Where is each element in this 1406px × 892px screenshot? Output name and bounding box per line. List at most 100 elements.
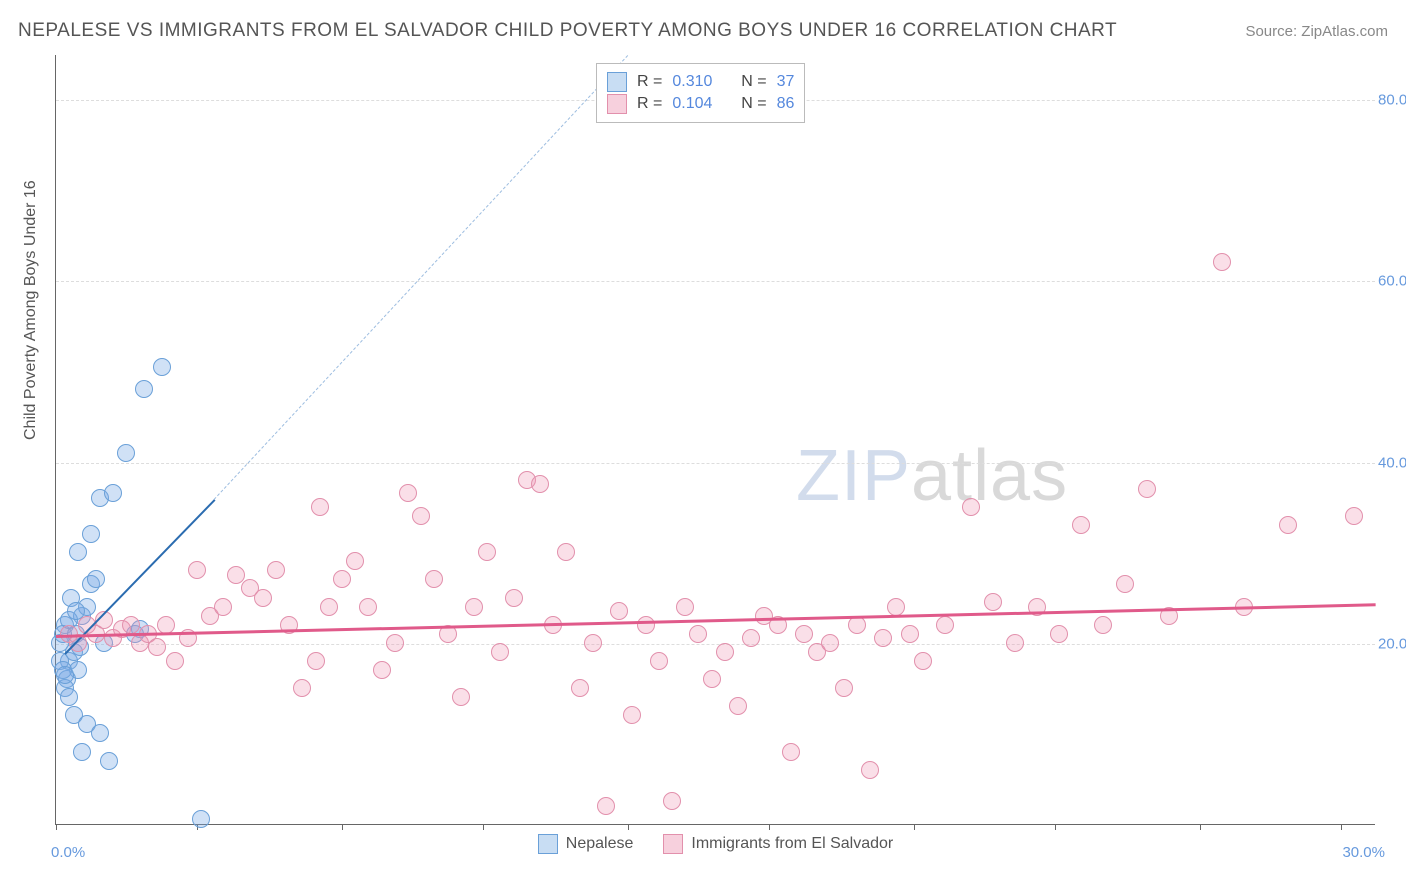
x-tick-mark xyxy=(769,824,770,830)
scatter-point xyxy=(861,761,879,779)
scatter-point xyxy=(452,688,470,706)
x-tick-mark xyxy=(1055,824,1056,830)
scatter-point xyxy=(782,743,800,761)
scatter-point xyxy=(359,598,377,616)
legend-label-0: Nepalese xyxy=(566,835,634,853)
x-tick-mark xyxy=(914,824,915,830)
y-tick-label: 40.0% xyxy=(1378,454,1406,471)
trend-line xyxy=(56,603,1376,637)
scatter-point xyxy=(795,625,813,643)
scatter-point xyxy=(399,484,417,502)
scatter-point xyxy=(82,525,100,543)
scatter-point xyxy=(412,507,430,525)
scatter-point xyxy=(135,380,153,398)
scatter-point xyxy=(874,629,892,647)
n-value-1: 86 xyxy=(777,95,795,113)
scatter-point xyxy=(650,652,668,670)
scatter-point xyxy=(821,634,839,652)
scatter-point xyxy=(311,498,329,516)
scatter-point xyxy=(637,616,655,634)
scatter-point xyxy=(293,679,311,697)
scatter-point xyxy=(1072,516,1090,534)
y-axis-label: Child Poverty Among Boys Under 16 xyxy=(22,180,40,440)
scatter-point xyxy=(122,616,140,634)
scatter-point xyxy=(91,724,109,742)
trend-line-dashed xyxy=(214,55,628,500)
scatter-point xyxy=(887,598,905,616)
chart-plot-area: ZIPatlas 20.0%40.0%60.0%80.0% R = 0.310 … xyxy=(55,55,1375,825)
r-label-0: R = xyxy=(637,73,662,91)
scatter-point xyxy=(465,598,483,616)
x-tick-mark xyxy=(342,824,343,830)
watermark-zip: ZIP xyxy=(796,436,911,516)
gridline xyxy=(56,281,1375,282)
x-tick-mark xyxy=(483,824,484,830)
scatter-point xyxy=(531,475,549,493)
n-label-0: N = xyxy=(741,73,766,91)
r-value-1: 0.104 xyxy=(672,95,712,113)
scatter-point xyxy=(60,688,78,706)
scatter-point xyxy=(192,810,210,828)
scatter-point xyxy=(1006,634,1024,652)
scatter-point xyxy=(610,602,628,620)
scatter-point xyxy=(333,570,351,588)
scatter-point xyxy=(478,543,496,561)
y-tick-label: 80.0% xyxy=(1378,92,1406,109)
scatter-point xyxy=(663,792,681,810)
scatter-point xyxy=(373,661,391,679)
scatter-point xyxy=(100,752,118,770)
n-label-1: N = xyxy=(741,95,766,113)
scatter-point xyxy=(557,543,575,561)
gridline xyxy=(56,644,1375,645)
source-attribution: Source: ZipAtlas.com xyxy=(1245,23,1388,40)
scatter-point xyxy=(87,570,105,588)
scatter-point xyxy=(307,652,325,670)
scatter-point xyxy=(69,543,87,561)
stat-row-salvador: R = 0.104 N = 86 xyxy=(607,94,794,114)
watermark: ZIPatlas xyxy=(796,435,1068,517)
scatter-point xyxy=(73,743,91,761)
y-tick-label: 20.0% xyxy=(1378,635,1406,652)
scatter-point xyxy=(914,652,932,670)
swatch-nepalese xyxy=(607,72,627,92)
scatter-point xyxy=(962,498,980,516)
x-tick-mark xyxy=(56,824,57,830)
scatter-point xyxy=(214,598,232,616)
scatter-point xyxy=(148,638,166,656)
scatter-point xyxy=(320,598,338,616)
n-value-0: 37 xyxy=(777,73,795,91)
scatter-point xyxy=(1213,253,1231,271)
x-tick-mark xyxy=(1341,824,1342,830)
bottom-legend: Nepalese Immigrants from El Salvador xyxy=(56,834,1375,854)
correlation-stats-box: R = 0.310 N = 37 R = 0.104 N = 86 xyxy=(596,63,805,123)
legend-label-1: Immigrants from El Salvador xyxy=(691,835,893,853)
scatter-point xyxy=(104,484,122,502)
scatter-point xyxy=(742,629,760,647)
scatter-point xyxy=(166,652,184,670)
scatter-point xyxy=(188,561,206,579)
x-tick-left: 0.0% xyxy=(51,844,85,861)
legend-swatch-salvador xyxy=(663,834,683,854)
scatter-point xyxy=(901,625,919,643)
scatter-point xyxy=(117,444,135,462)
scatter-point xyxy=(346,552,364,570)
scatter-point xyxy=(703,670,721,688)
scatter-point xyxy=(984,593,1002,611)
stat-row-nepalese: R = 0.310 N = 37 xyxy=(607,72,794,92)
scatter-point xyxy=(505,589,523,607)
scatter-point xyxy=(689,625,707,643)
scatter-point xyxy=(1116,575,1134,593)
scatter-point xyxy=(386,634,404,652)
swatch-salvador xyxy=(607,94,627,114)
scatter-point xyxy=(676,598,694,616)
x-tick-mark xyxy=(1200,824,1201,830)
chart-title: NEPALESE VS IMMIGRANTS FROM EL SALVADOR … xyxy=(18,20,1117,42)
scatter-point xyxy=(729,697,747,715)
scatter-point xyxy=(1345,507,1363,525)
y-tick-label: 60.0% xyxy=(1378,273,1406,290)
scatter-point xyxy=(597,797,615,815)
scatter-point xyxy=(1050,625,1068,643)
x-tick-right: 30.0% xyxy=(1342,844,1385,861)
watermark-atlas: atlas xyxy=(911,436,1068,516)
gridline xyxy=(56,463,1375,464)
